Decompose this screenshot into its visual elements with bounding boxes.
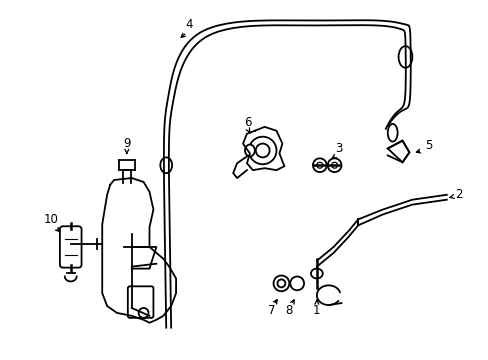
Ellipse shape: [277, 279, 285, 287]
Text: 3: 3: [334, 142, 342, 155]
Polygon shape: [387, 141, 408, 162]
Text: 1: 1: [312, 305, 320, 318]
Ellipse shape: [139, 308, 148, 318]
Ellipse shape: [387, 124, 397, 141]
Ellipse shape: [290, 276, 304, 290]
Text: 2: 2: [454, 188, 462, 201]
Ellipse shape: [160, 157, 172, 173]
Ellipse shape: [248, 137, 276, 164]
FancyBboxPatch shape: [60, 226, 81, 267]
Ellipse shape: [331, 162, 337, 168]
Ellipse shape: [316, 162, 322, 168]
Ellipse shape: [327, 158, 341, 172]
Text: 9: 9: [123, 137, 130, 150]
FancyBboxPatch shape: [127, 286, 153, 318]
Text: 8: 8: [285, 305, 292, 318]
Ellipse shape: [255, 144, 269, 157]
Ellipse shape: [398, 46, 411, 68]
Ellipse shape: [244, 145, 254, 156]
Text: 5: 5: [425, 139, 432, 152]
Text: 4: 4: [185, 18, 192, 31]
Ellipse shape: [312, 158, 326, 172]
Text: 7: 7: [267, 305, 275, 318]
Ellipse shape: [273, 275, 289, 291]
Text: 10: 10: [43, 213, 59, 226]
Ellipse shape: [310, 269, 322, 278]
Text: 6: 6: [244, 116, 251, 129]
